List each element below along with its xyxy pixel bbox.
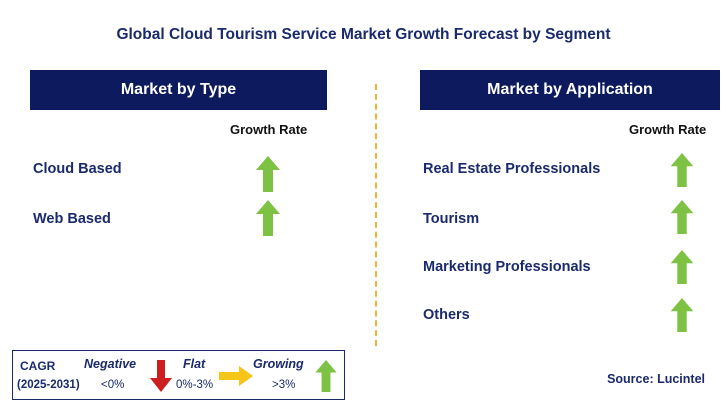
legend-negative-label: Negative bbox=[84, 357, 137, 371]
left-growth-rate-label: Growth Rate bbox=[230, 122, 308, 137]
segment-label-others: Others bbox=[423, 307, 470, 323]
green-up-arrow-icon bbox=[315, 360, 337, 392]
market-by-application-header: Market by Application bbox=[420, 70, 720, 110]
cagr-legend: CAGR (2025-2031) Negative <0% Flat 0%-3%… bbox=[12, 350, 345, 400]
green-up-arrow-icon bbox=[670, 200, 694, 234]
chart-title: Global Cloud Tourism Service Market Grow… bbox=[116, 26, 611, 43]
green-up-arrow-icon bbox=[670, 298, 694, 332]
segment-label-web-based: Web Based bbox=[33, 211, 111, 227]
panel-divider bbox=[375, 84, 377, 346]
legend-cagr-label: CAGR bbox=[20, 359, 56, 373]
green-up-arrow-icon bbox=[256, 200, 280, 236]
source-note: Source: Lucintel bbox=[607, 372, 705, 386]
yellow-right-arrow-icon bbox=[219, 366, 253, 386]
legend-growing-range: >3% bbox=[272, 379, 296, 391]
market-by-type-header: Market by Type bbox=[30, 70, 327, 110]
legend-negative-range: <0% bbox=[101, 379, 125, 391]
legend-growing-label: Growing bbox=[253, 357, 304, 371]
green-up-arrow-icon bbox=[256, 156, 280, 192]
legend-flat-range: 0%-3% bbox=[176, 379, 214, 391]
segment-label-marketing-professionals: Marketing Professionals bbox=[423, 259, 591, 275]
green-up-arrow-icon bbox=[670, 153, 694, 187]
red-down-arrow-icon bbox=[150, 360, 172, 392]
legend-flat-label: Flat bbox=[183, 357, 206, 371]
segment-label-cloud-based: Cloud Based bbox=[33, 161, 122, 177]
legend-period: (2025-2031) bbox=[17, 379, 80, 391]
right-growth-rate-label: Growth Rate bbox=[629, 122, 707, 137]
segment-label-real-estate-professionals: Real Estate Professionals bbox=[423, 161, 601, 177]
green-up-arrow-icon bbox=[670, 250, 694, 284]
segment-label-tourism: Tourism bbox=[423, 211, 480, 227]
